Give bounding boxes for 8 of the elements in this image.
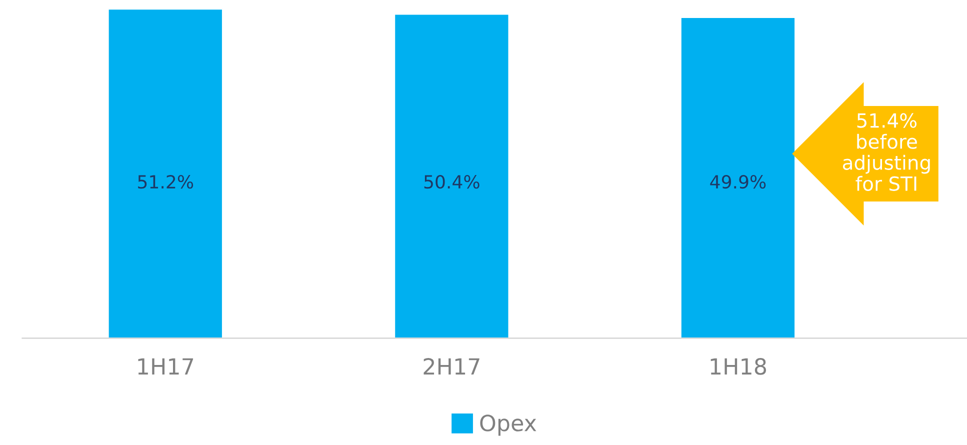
annotation: 51.4% before adjusting for STI — [842, 113, 930, 191]
data-label: 51.2% — [138, 175, 194, 189]
x-tick-label: 2H17 — [424, 358, 480, 375]
data-label: 49.9% — [710, 175, 766, 189]
x-tick-label: 1H17 — [138, 358, 194, 375]
x-tick-label: 1H18 — [710, 358, 766, 375]
data-label: 50.4% — [424, 175, 480, 189]
legend-label: Opex — [480, 414, 536, 436]
